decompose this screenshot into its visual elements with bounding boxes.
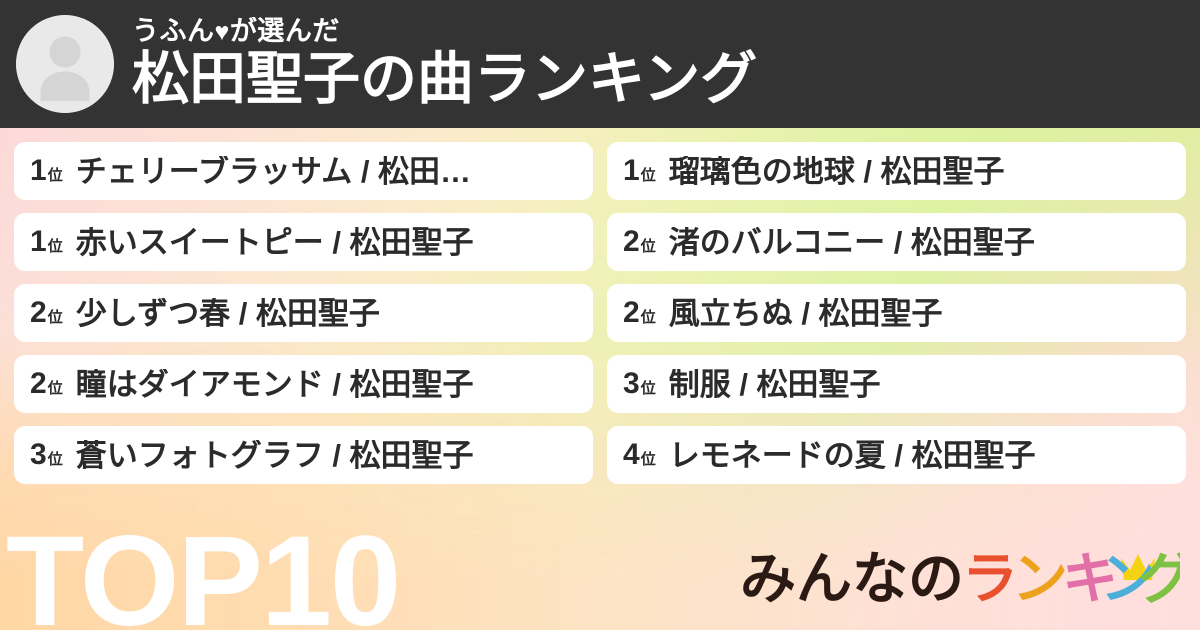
logo-text-ki: キ [1062,547,1118,610]
song-title: 風立ちぬ / 松田聖子 [668,297,943,329]
rank-unit: 位 [640,238,656,255]
header-bar: うふん♥が選んだ 松田聖子の曲ランキング [0,0,1200,128]
crown-icon [1121,554,1155,580]
user-avatar[interactable] [16,15,114,113]
minna-no-ranking-logo-mark: みんなの ラ ン キ ン グ [740,547,1180,610]
rank-number: 1 [30,154,47,187]
rank-number: 4 [623,438,640,471]
header-eyebrow: うふん♥が選んだ [132,17,757,47]
song-title: 渚のバルコニー / 松田聖子 [668,226,1035,258]
user-avatar-placeholder-icon [16,15,114,113]
rank-unit: 位 [640,167,656,184]
rank-number: 2 [623,296,640,329]
rank-unit: 位 [640,309,656,326]
song-title: 赤いスイートピー / 松田聖子 [75,226,474,258]
rank-number: 2 [30,296,47,329]
top10-label: TOP10 [6,510,401,630]
header-text-group: うふん♥が選んだ 松田聖子の曲ランキング [132,17,757,110]
song-title: チェリーブラッサム / 松田… [75,155,472,187]
song-title: 瞳はダイアモンド / 松田聖子 [75,368,474,400]
rank-unit: 位 [640,380,656,397]
rank-unit: 位 [47,309,63,326]
rank-number: 1 [623,154,640,187]
song-title: 蒼いフォトグラフ / 松田聖子 [75,439,474,471]
rank-number: 3 [30,438,47,471]
minna-no-ranking-logo[interactable]: みんなの ラ ン キ ン グ [740,536,1180,612]
page-title: 松田聖子の曲ランキング [132,47,758,111]
rank-unit: 位 [47,167,63,184]
logo-text-gu: グ [1138,547,1180,610]
rank-unit: 位 [47,451,63,468]
heart-icon: ♥ [214,18,230,47]
song-title: 瑠璃色の地球 / 松田聖子 [668,155,1005,187]
rank-number: 1 [30,225,47,258]
song-title: 少しずつ春 / 松田聖子 [75,297,380,329]
logo-text-minnano: みんなの [740,547,964,610]
header-eyebrow-suffix: が選んだ [229,17,340,47]
rank-number: 2 [30,367,47,400]
rank-unit: 位 [47,238,63,255]
logo-text-n1: ン [1012,547,1068,610]
logo-text-ra: ラ [962,547,1018,610]
header-eyebrow-prefix: うふん [132,17,215,47]
logo-text-n2: ン [1100,547,1156,610]
rank-number: 2 [623,225,640,258]
rank-unit: 位 [640,451,656,468]
song-title: 制服 / 松田聖子 [668,368,881,400]
rank-number: 3 [623,367,640,400]
rank-unit: 位 [47,380,63,397]
song-title: レモネードの夏 / 松田聖子 [668,439,1036,471]
